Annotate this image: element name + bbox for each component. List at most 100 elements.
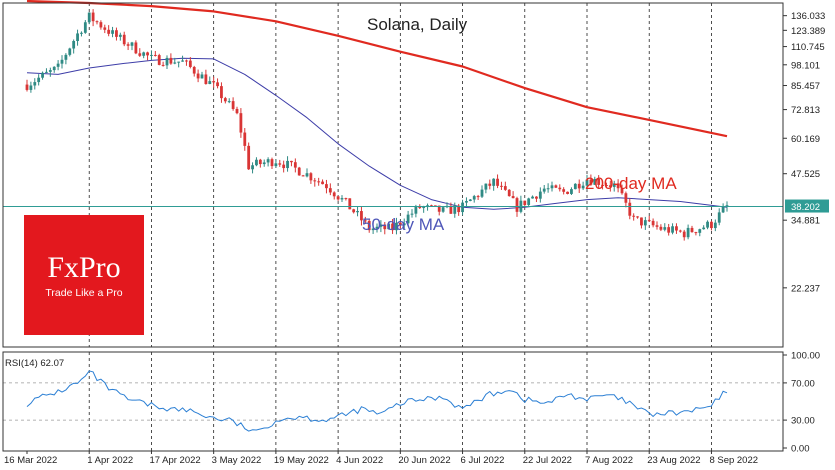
candle-body xyxy=(457,205,461,213)
candle-body xyxy=(488,183,492,186)
y-tick-label: 47.525 xyxy=(791,169,820,180)
candle-body xyxy=(702,227,706,230)
candle-body xyxy=(340,198,344,200)
candle-body xyxy=(441,207,445,212)
candle-body xyxy=(710,221,713,229)
candle-body xyxy=(25,84,29,90)
candle-body xyxy=(562,189,566,192)
candle-body xyxy=(251,165,254,170)
candle-body xyxy=(336,196,340,200)
candle-body xyxy=(313,180,317,182)
y-tick-label: 34.881 xyxy=(791,216,820,227)
candle-body xyxy=(157,55,161,65)
candle-body xyxy=(169,57,173,64)
rsi-indicator-label: RSI(14) 62.07 xyxy=(5,358,64,369)
candle-body xyxy=(387,223,391,230)
candle-body xyxy=(624,193,628,203)
candle-body xyxy=(325,184,328,189)
candle-body xyxy=(667,227,671,233)
candle-body xyxy=(461,202,464,213)
candle-body xyxy=(406,214,410,224)
candle-body xyxy=(577,183,581,189)
logo-tagline: Trade Like a Pro xyxy=(45,287,123,299)
candle-body xyxy=(297,167,301,176)
candle-body xyxy=(694,232,698,234)
candle-body xyxy=(130,42,134,46)
candle-body xyxy=(208,81,212,85)
candle-body xyxy=(663,227,667,230)
x-tick-label: 7 Aug 2022 xyxy=(585,455,633,466)
candle-body xyxy=(352,209,356,213)
candle-body xyxy=(150,54,153,56)
y-tick-label: 98.101 xyxy=(791,60,820,71)
candle-body xyxy=(554,185,558,188)
candle-body xyxy=(274,163,278,167)
candle-body xyxy=(449,205,453,214)
candle-body xyxy=(690,227,694,233)
y-tick-label: 72.813 xyxy=(791,105,820,116)
candle-body xyxy=(706,221,709,228)
candle-body xyxy=(239,113,243,133)
x-tick-label: 17 Apr 2022 xyxy=(149,455,200,466)
candle-body xyxy=(360,211,363,221)
candle-body xyxy=(48,70,52,72)
candle-body xyxy=(375,226,379,229)
candle-body xyxy=(212,81,216,83)
candle-body xyxy=(270,159,274,167)
candle-body xyxy=(589,179,593,185)
candle-body xyxy=(379,224,383,227)
candle-body xyxy=(418,206,422,209)
candle-body xyxy=(636,216,639,218)
candle-body xyxy=(282,164,286,169)
candle-body xyxy=(192,66,196,74)
candle-body xyxy=(348,198,352,210)
candle-body xyxy=(126,44,130,46)
candle-body xyxy=(29,85,33,90)
candle-body xyxy=(535,196,538,199)
date-axis-ticks: 16 Mar 2022 1 Apr 2022 17 Apr 2022 3 May 20… xyxy=(4,451,758,466)
candle-body xyxy=(367,220,371,231)
candle-body xyxy=(278,163,282,165)
candle-body xyxy=(344,198,348,200)
candle-body xyxy=(243,132,247,146)
candle-body xyxy=(138,53,142,56)
candle-body xyxy=(301,175,305,177)
x-tick-label: 19 May 2022 xyxy=(274,455,329,466)
x-tick-label: 6 Jul 2022 xyxy=(461,455,505,466)
candle-body xyxy=(391,223,394,231)
axes xyxy=(2,2,784,452)
candle-body xyxy=(165,57,169,66)
candle-body xyxy=(328,188,332,193)
candle-body xyxy=(523,200,527,205)
candle-body xyxy=(503,186,507,190)
candle-body xyxy=(45,71,48,73)
candle-body xyxy=(91,12,95,22)
rsi-tick-label: 70.00 xyxy=(791,378,815,389)
candle-body xyxy=(290,160,293,163)
candle-body xyxy=(651,220,655,226)
candle-body xyxy=(647,220,651,222)
candle-body xyxy=(643,220,647,226)
current-price-line: 38.202 xyxy=(3,199,829,213)
candle-body xyxy=(542,188,546,192)
candle-body xyxy=(585,179,589,186)
candlesticks xyxy=(25,9,729,241)
candle-body xyxy=(472,196,476,200)
candle-body xyxy=(371,228,375,231)
candle-body xyxy=(511,196,515,199)
candle-body xyxy=(72,41,76,49)
candle-body xyxy=(293,162,297,168)
x-tick-label: 8 Sep 2022 xyxy=(709,455,758,466)
candle-body xyxy=(173,62,177,64)
candle-body xyxy=(398,222,402,226)
y-tick-label: 110.745 xyxy=(791,42,825,53)
candle-body xyxy=(52,66,56,71)
candle-body xyxy=(620,188,624,194)
candle-body xyxy=(465,201,468,203)
candle-body xyxy=(33,82,37,86)
x-tick-label: 4 Jun 2022 xyxy=(336,455,383,466)
ma200-polyline xyxy=(26,0,728,138)
candle-body xyxy=(95,21,99,23)
current-price-label: 38.202 xyxy=(791,202,820,213)
rsi-tick-label: 30.00 xyxy=(791,416,815,427)
